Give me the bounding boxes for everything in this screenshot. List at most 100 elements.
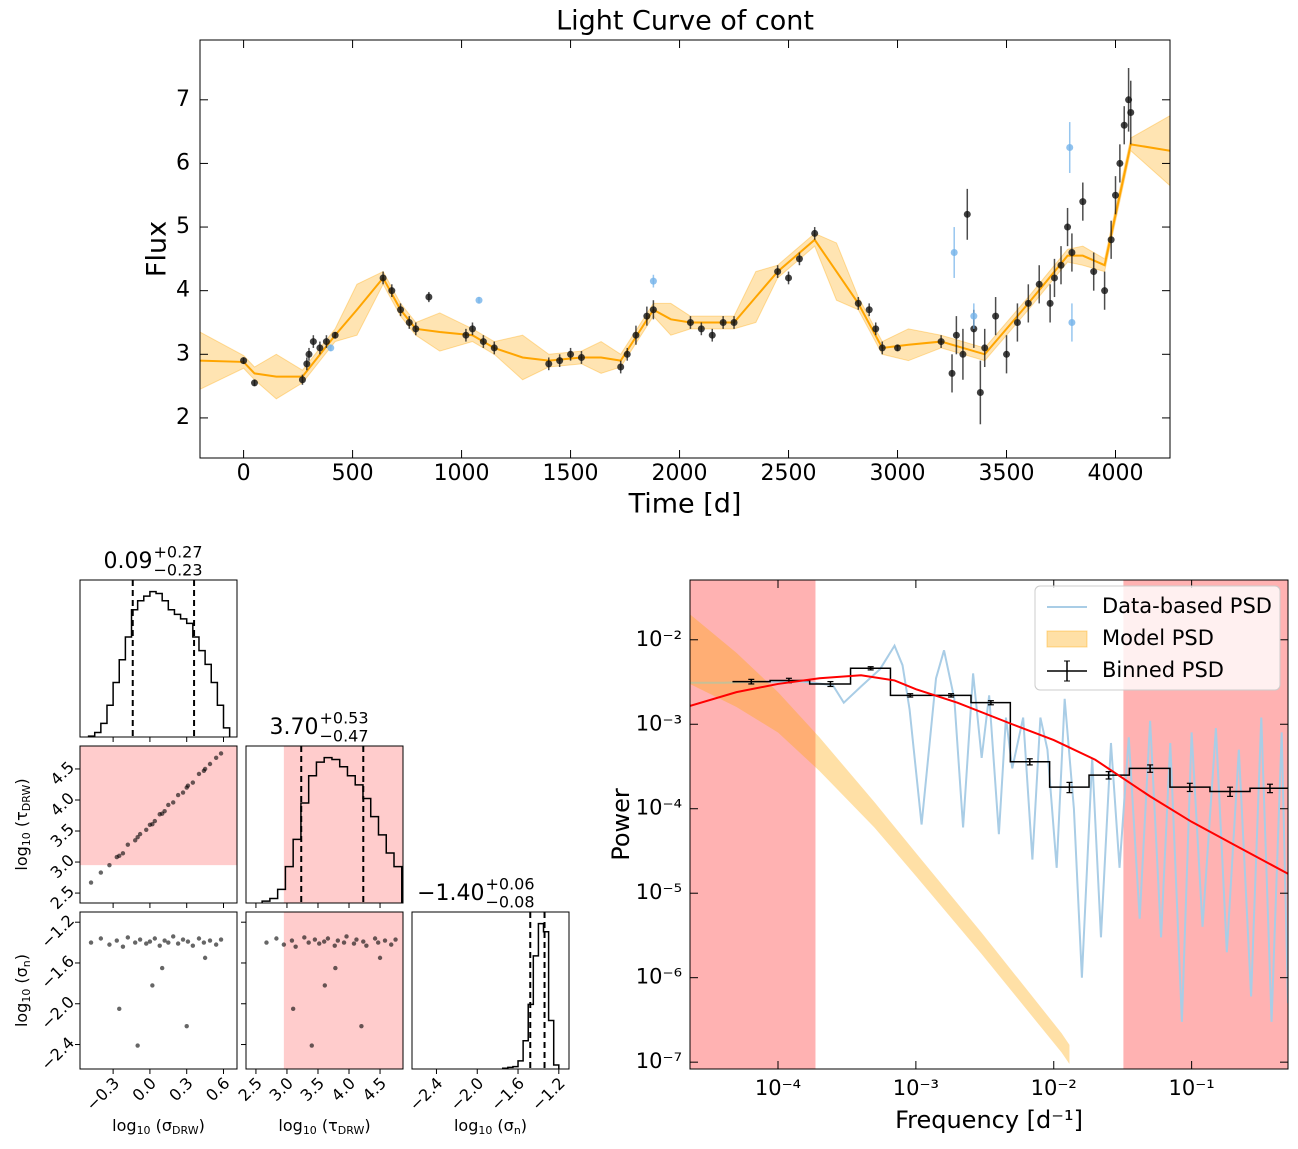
sample-point	[389, 942, 394, 947]
data-point	[632, 331, 640, 339]
panel-frame	[245, 911, 404, 1070]
x-axis-label: log10 (σn)	[454, 1116, 527, 1138]
label-part: (σ	[151, 1116, 172, 1135]
sample-point	[171, 800, 176, 805]
sample-point	[213, 755, 219, 760]
sample-point	[184, 785, 189, 790]
param-title-lower: −0.47	[320, 727, 369, 746]
label-part: 10	[478, 1124, 492, 1137]
data-point	[1050, 274, 1058, 282]
legend-label: Binned PSD	[1102, 658, 1224, 682]
sample-point	[201, 940, 207, 945]
label-part: log	[454, 1116, 478, 1135]
sample-point	[306, 940, 311, 945]
histogram	[261, 756, 403, 903]
sample-point	[175, 792, 181, 798]
sample-point	[196, 771, 202, 777]
sample-point	[166, 802, 171, 808]
sample-point	[98, 870, 104, 875]
data-point	[1003, 350, 1011, 358]
data-point	[303, 360, 311, 368]
sample-point	[114, 938, 119, 943]
chart-title: Light Curve of cont	[556, 6, 814, 37]
sample-point	[359, 1023, 364, 1029]
sample-point	[317, 941, 322, 946]
label-part: DRW	[172, 1124, 199, 1137]
sample-point	[150, 821, 155, 827]
label-part: (τ	[12, 811, 31, 832]
sample-point	[88, 880, 94, 885]
label-part: 10	[137, 1124, 151, 1137]
param-title: 0.09	[104, 549, 153, 574]
data-point	[1120, 121, 1128, 129]
sample-point	[152, 818, 158, 824]
param-title-upper: +0.27	[154, 543, 203, 562]
data-point	[774, 268, 782, 276]
data-point	[1112, 191, 1120, 199]
y-tick-label: 10⁻³	[636, 711, 682, 735]
panel-frame	[245, 745, 404, 904]
param-title-upper: +0.53	[320, 709, 369, 728]
x-tick-label: 1500	[543, 461, 599, 486]
data-point	[643, 312, 651, 320]
sample-point	[166, 940, 171, 945]
x-tick-label: 500	[332, 461, 374, 486]
y-tick-label: 10⁻⁷	[636, 1049, 682, 1073]
panel-frame	[411, 911, 570, 1070]
data-point	[379, 274, 387, 282]
data-point	[617, 363, 625, 371]
sample-point	[132, 940, 138, 945]
sample-point	[162, 938, 167, 943]
sample-point	[180, 790, 186, 795]
data-point	[1090, 268, 1098, 276]
data-point	[1101, 287, 1109, 295]
x-tick-label: 2500	[761, 461, 817, 486]
sample-point	[372, 936, 378, 941]
data-point	[1079, 198, 1087, 206]
data-point	[309, 338, 317, 346]
sample-point	[180, 937, 186, 942]
sample-point	[207, 938, 213, 943]
x-tick-label: 3000	[870, 461, 926, 486]
sample-point	[377, 955, 383, 961]
sample-point	[321, 939, 327, 944]
data-point	[305, 350, 313, 358]
data-point	[1068, 248, 1076, 256]
sample-point	[302, 935, 307, 940]
sample-point	[344, 934, 349, 939]
x-tick-label: 10⁻³	[893, 1076, 939, 1100]
x-tick-label: 3500	[979, 461, 1035, 486]
prior-shade	[283, 746, 403, 903]
legend-label: Data-based PSD	[1102, 594, 1272, 618]
panel-frame	[79, 911, 238, 1070]
panel-frame	[79, 579, 238, 738]
data-point	[331, 331, 339, 339]
data-point	[322, 338, 330, 346]
data-point	[468, 325, 476, 333]
model-band	[200, 115, 1170, 400]
data-point	[981, 344, 989, 352]
sample-point	[144, 941, 149, 946]
legend-box	[1034, 585, 1281, 691]
legend-label: Model PSD	[1102, 626, 1214, 650]
data-point	[545, 360, 553, 368]
sample-point	[132, 838, 138, 843]
label-part: n	[20, 960, 33, 967]
data-point	[1127, 109, 1135, 117]
sample-point	[207, 761, 213, 767]
data-point	[327, 344, 335, 352]
y-tick-label: 3	[176, 341, 190, 366]
data-point	[976, 388, 984, 396]
data-point	[785, 274, 793, 282]
label-part: 10	[20, 989, 33, 1003]
sample-point	[159, 965, 165, 971]
sample-point	[293, 944, 298, 949]
param-title-upper: +0.06	[486, 875, 535, 894]
data-point	[811, 229, 819, 237]
data-point	[1064, 223, 1072, 231]
label-part: )	[12, 954, 31, 960]
y-axis-label: Power	[607, 788, 635, 861]
label-part: (σ	[492, 1116, 513, 1135]
sample-point	[290, 1006, 296, 1012]
x-tick-label: 10⁻²	[1031, 1076, 1077, 1100]
